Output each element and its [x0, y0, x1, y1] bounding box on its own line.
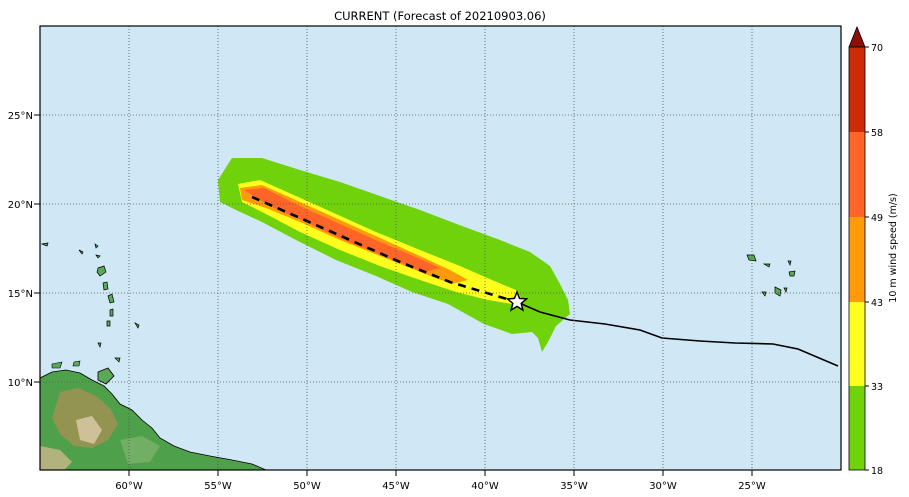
lon-label: 55°W — [204, 481, 232, 492]
map-plot-area — [40, 26, 841, 470]
colorbar-frame — [848, 46, 866, 471]
aruba-island — [51, 361, 63, 369]
lat-label: 20°N — [8, 200, 33, 211]
cape-verde-islands — [746, 254, 796, 297]
star-icon — [505, 290, 529, 312]
colorbar-tick-label: 33 — [871, 382, 883, 393]
lesser-antilles — [40, 242, 140, 363]
lat-label: 25°N — [8, 111, 33, 122]
colorbar-label: 10 m wind speed (m/s) — [888, 193, 899, 302]
lon-label: 35°W — [560, 481, 588, 492]
highland-terrain — [76, 416, 102, 444]
lon-label: 25°W — [738, 481, 766, 492]
andes-terrain — [40, 446, 72, 470]
colorbar-tick-label: 49 — [871, 213, 883, 224]
lon-label: 60°W — [115, 481, 143, 492]
colorbar-band-43-49 — [849, 217, 865, 302]
colorbar-band-49-58 — [849, 132, 865, 217]
colorbar-extend-arrow — [848, 25, 866, 48]
lowland-terrain — [120, 436, 160, 464]
past-track — [516, 301, 839, 367]
wind-swath-49-58 — [244, 188, 440, 272]
colorbar-tick-label: 43 — [871, 298, 883, 309]
lon-label: 40°W — [471, 481, 499, 492]
map-title: CURRENT (Forecast of 20210903.06) — [334, 9, 546, 23]
colorbar-band-33-43 — [849, 302, 865, 386]
graticule — [40, 26, 841, 470]
axis-ticks — [34, 114, 753, 476]
colorbar-band-58-70 — [849, 47, 865, 132]
curacao-island — [72, 360, 81, 367]
lat-label: 15°N — [8, 289, 33, 300]
colorbar: 70 58 49 43 33 18 10 m wind speed (m/s) — [848, 25, 899, 477]
lon-label: 50°W — [293, 481, 321, 492]
colorbar-ticks — [865, 46, 869, 471]
lat-label: 10°N — [8, 378, 33, 389]
forecast-track — [251, 195, 518, 304]
lon-label: 45°W — [382, 481, 410, 492]
colorbar-tick-label: 18 — [871, 466, 883, 477]
lon-label: 30°W — [649, 481, 677, 492]
trinidad-island — [97, 367, 115, 385]
colorbar-band-18-33 — [849, 386, 865, 470]
colorbar-tick-label: 58 — [871, 128, 883, 139]
map-frame — [39, 25, 842, 471]
colorbar-tick-label: 70 — [871, 43, 883, 54]
